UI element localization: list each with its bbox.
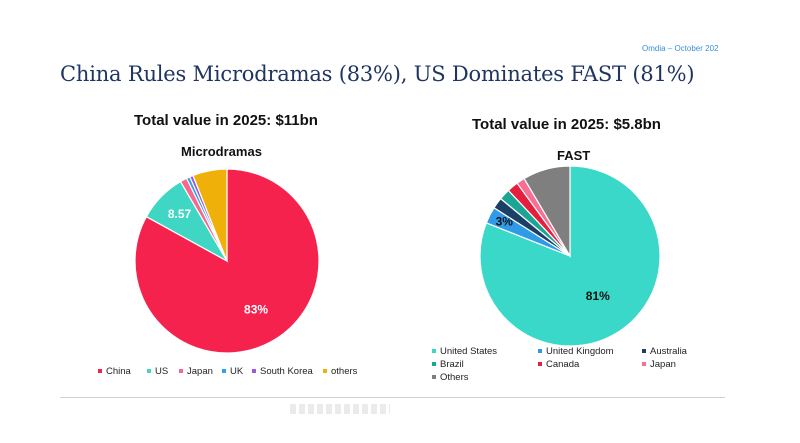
- footer-divider: [60, 397, 725, 398]
- microdramas-legend: China US Japan UK South Korea others: [98, 366, 398, 380]
- pie-slice-others: [192, 168, 228, 262]
- legend-label: South Korea: [260, 366, 313, 377]
- legend-item-others: others: [323, 366, 357, 377]
- legend-swatch: [432, 349, 436, 354]
- legend-item-japan: Japan: [179, 366, 213, 377]
- legend-item-south-korea: South Korea: [252, 366, 313, 377]
- legend-label: United Kingdom: [546, 346, 614, 357]
- legend-label: Japan: [650, 359, 676, 370]
- legend-label: Others: [440, 372, 469, 383]
- data-label-united-states: 81%: [586, 289, 610, 303]
- data-label-us: 8.57: [168, 207, 192, 221]
- legend-item-japan: Japan: [642, 359, 676, 370]
- legend-swatch: [642, 362, 646, 367]
- pie-slice-others: [523, 165, 571, 259]
- legend-item-brazil: Brazil: [432, 359, 464, 370]
- legend-item-united-kingdom: United Kingdom: [538, 346, 614, 357]
- legend-label: US: [155, 366, 169, 377]
- legend-swatch: [323, 369, 327, 374]
- source-note: Omdia – October 202: [642, 44, 719, 53]
- legend-swatch: [642, 349, 646, 354]
- slide-title: China Rules Microdramas (83%), US Domina…: [60, 62, 695, 86]
- legend-swatch: [222, 369, 226, 374]
- fast-legend: United States United Kingdom Australia Braz…: [432, 346, 732, 390]
- legend-label: United States: [440, 346, 498, 357]
- legend-item-united-states: United States: [432, 346, 497, 357]
- legend-label: UK: [230, 366, 244, 377]
- legend-swatch: [538, 362, 542, 367]
- microdramas-total-label: Total value in 2025: $11bn: [134, 112, 318, 129]
- fast-chart-title: FAST: [557, 148, 591, 163]
- legend-label: Brazil: [440, 359, 464, 370]
- blurred-footer-text: [290, 404, 390, 414]
- legend-item-china: China: [98, 366, 131, 377]
- legend-item-us: US: [147, 366, 168, 377]
- fast-total-label: Total value in 2025: $5.8bn: [472, 116, 661, 133]
- legend-swatch: [432, 362, 436, 367]
- data-label-united-kingdom: 3%: [496, 215, 514, 229]
- microdramas-chart-title: Microdramas: [181, 144, 262, 159]
- legend-swatch: [252, 369, 256, 374]
- legend-label: others: [331, 366, 358, 377]
- data-label-china: 83%: [244, 302, 268, 316]
- legend-item-uk: UK: [222, 366, 243, 377]
- legend-swatch: [179, 369, 183, 374]
- legend-item-australia: Australia: [642, 346, 687, 357]
- legend-swatch: [538, 349, 542, 354]
- legend-label: Japan: [187, 366, 213, 377]
- microdramas-pie-chart: 83% 8.57: [134, 168, 320, 354]
- fast-pie-chart: 81% 3%: [479, 165, 661, 347]
- legend-swatch: [147, 369, 151, 374]
- legend-label: Australia: [650, 346, 687, 357]
- legend-label: China: [106, 366, 131, 377]
- legend-item-canada: Canada: [538, 359, 579, 370]
- legend-item-others: Others: [432, 372, 469, 383]
- legend-label: Canada: [546, 359, 580, 370]
- legend-swatch: [432, 375, 436, 380]
- legend-swatch: [98, 369, 102, 374]
